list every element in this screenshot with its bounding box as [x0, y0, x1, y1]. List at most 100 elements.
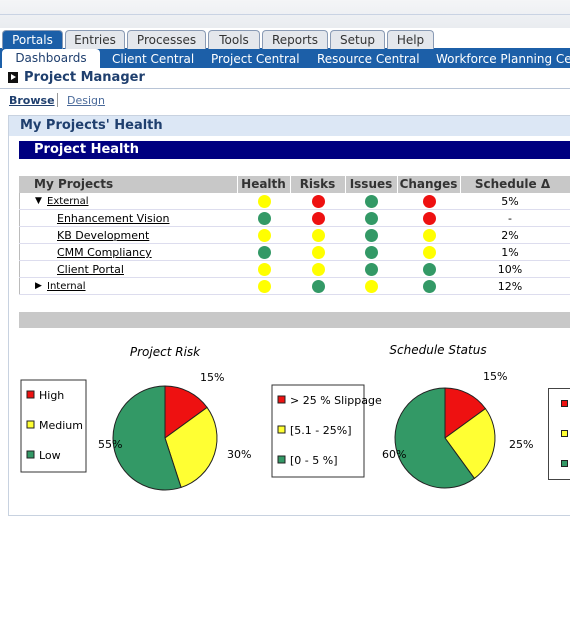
- column-header: Health: [241, 177, 286, 191]
- chart-title: Project Risk: [130, 345, 201, 359]
- charts: Project Risk 15% High 30% Medium 55% Low Schedu…: [20, 343, 533, 491]
- status-dot: [257, 229, 271, 242]
- nav-tab[interactable]: Help: [387, 30, 434, 49]
- status-dot: [257, 246, 271, 259]
- status-dot: [422, 280, 436, 293]
- status-dot: [365, 280, 378, 293]
- column-header: Changes: [399, 177, 458, 191]
- row-line: [19, 277, 570, 278]
- column-header: My Projects: [34, 177, 114, 191]
- legend-swatch: [277, 455, 286, 464]
- panel: [8, 115, 570, 516]
- project-link[interactable]: Client Portal: [57, 263, 124, 276]
- project-link[interactable]: Enhancement Vision: [57, 212, 170, 225]
- footer-bar: [19, 312, 570, 328]
- view-link[interactable]: Design: [67, 94, 105, 107]
- status-dot: [311, 229, 325, 242]
- panel-title: My Projects' Health: [9, 116, 570, 136]
- subnav-bar: [0, 48, 570, 68]
- status-dot: [365, 263, 378, 276]
- subnav-tab[interactable]: Resource Central: [317, 52, 420, 66]
- nav-tab[interactable]: Tools: [208, 30, 260, 49]
- subnav-tab[interactable]: Workforce Planning Center: [436, 52, 570, 66]
- view-link[interactable]: Browse: [9, 94, 55, 107]
- separator: [57, 93, 58, 107]
- status-dot: [365, 212, 378, 225]
- nav-tab[interactable]: Processes: [127, 30, 206, 49]
- status-dot: [422, 229, 436, 242]
- legend-label: > 25 % Slippage: [290, 394, 382, 407]
- legend-swatch: [561, 400, 568, 407]
- status-dot: [365, 195, 378, 208]
- status-dot: [311, 195, 325, 208]
- slice-label: 60%: [382, 448, 406, 461]
- row-line: [19, 209, 570, 210]
- section-title: Project Health: [19, 141, 570, 159]
- slice-label: 15%: [483, 370, 507, 383]
- status-dot: [311, 246, 325, 259]
- column-sep: [345, 176, 346, 193]
- chart-title: Schedule Status: [389, 343, 486, 357]
- legend-swatch: [26, 390, 35, 399]
- legend-swatch: [561, 460, 568, 467]
- column-header: Issues: [349, 177, 393, 191]
- nav-tab[interactable]: Reports: [262, 30, 328, 49]
- status-dot: [422, 212, 436, 225]
- pie-slice: [394, 387, 476, 489]
- pie-slice: [164, 406, 218, 489]
- project-link[interactable]: Internal: [47, 281, 86, 292]
- column-sep: [460, 176, 461, 193]
- column-sep: [237, 176, 238, 193]
- schedule-value: 12%: [497, 280, 523, 293]
- slice-label: 15%: [200, 371, 224, 384]
- status-dot: [257, 263, 271, 276]
- project-link[interactable]: External: [47, 196, 89, 207]
- legend-box: [271, 384, 365, 478]
- schedule-value: -: [508, 212, 512, 225]
- divider: [0, 88, 570, 89]
- schedule-value: 1%: [501, 246, 519, 259]
- column-header: Schedule Δ: [474, 177, 551, 191]
- expander[interactable]: ▶: [35, 281, 42, 291]
- subnav-tab[interactable]: Client Central: [112, 52, 195, 66]
- legend-swatch: [277, 395, 286, 404]
- legend-label: [5.1 - 25%]: [290, 424, 352, 437]
- legend-label: Low: [39, 449, 61, 462]
- subnav-tab[interactable]: Dashboards: [2, 49, 100, 68]
- pie-slice: [444, 407, 496, 480]
- nav-tab[interactable]: Setup: [330, 30, 385, 49]
- legend-swatch: [277, 425, 286, 434]
- legend-swatch: [561, 430, 568, 437]
- subnav-tab[interactable]: Project Central: [211, 52, 300, 66]
- column-header: Risks: [299, 177, 336, 191]
- status-dot: [257, 280, 271, 293]
- legend-label: [0 - 5 %]: [290, 454, 338, 467]
- column-sep: [290, 176, 291, 193]
- column-sep: [397, 176, 398, 193]
- row-line: [19, 226, 570, 227]
- status-dot: [257, 195, 271, 208]
- schedule-value: 10%: [497, 263, 523, 276]
- status-dot: [422, 246, 436, 259]
- schedule-value: 5%: [501, 195, 519, 208]
- slice-label: 25%: [509, 438, 533, 451]
- slice-label: 55%: [98, 438, 122, 451]
- project-link[interactable]: CMM Compliancy: [57, 246, 152, 259]
- schedule-value: 2%: [501, 229, 519, 242]
- table-header: [19, 176, 570, 193]
- row-line: [19, 294, 570, 295]
- status-dot: [311, 280, 325, 293]
- expander[interactable]: ▼: [35, 196, 42, 206]
- project-link[interactable]: KB Development: [57, 229, 150, 242]
- page-title: Project Manager: [24, 70, 145, 85]
- top-line: [0, 14, 570, 15]
- legend-swatch: [26, 450, 35, 459]
- row-line: [19, 260, 570, 261]
- nav-tab[interactable]: Portals: [2, 30, 63, 49]
- nav-tab[interactable]: Entries: [65, 30, 125, 49]
- slice-label: 30%: [227, 448, 251, 461]
- status-dot: [311, 263, 325, 276]
- row-line: [19, 243, 570, 244]
- status-dot: [311, 212, 325, 225]
